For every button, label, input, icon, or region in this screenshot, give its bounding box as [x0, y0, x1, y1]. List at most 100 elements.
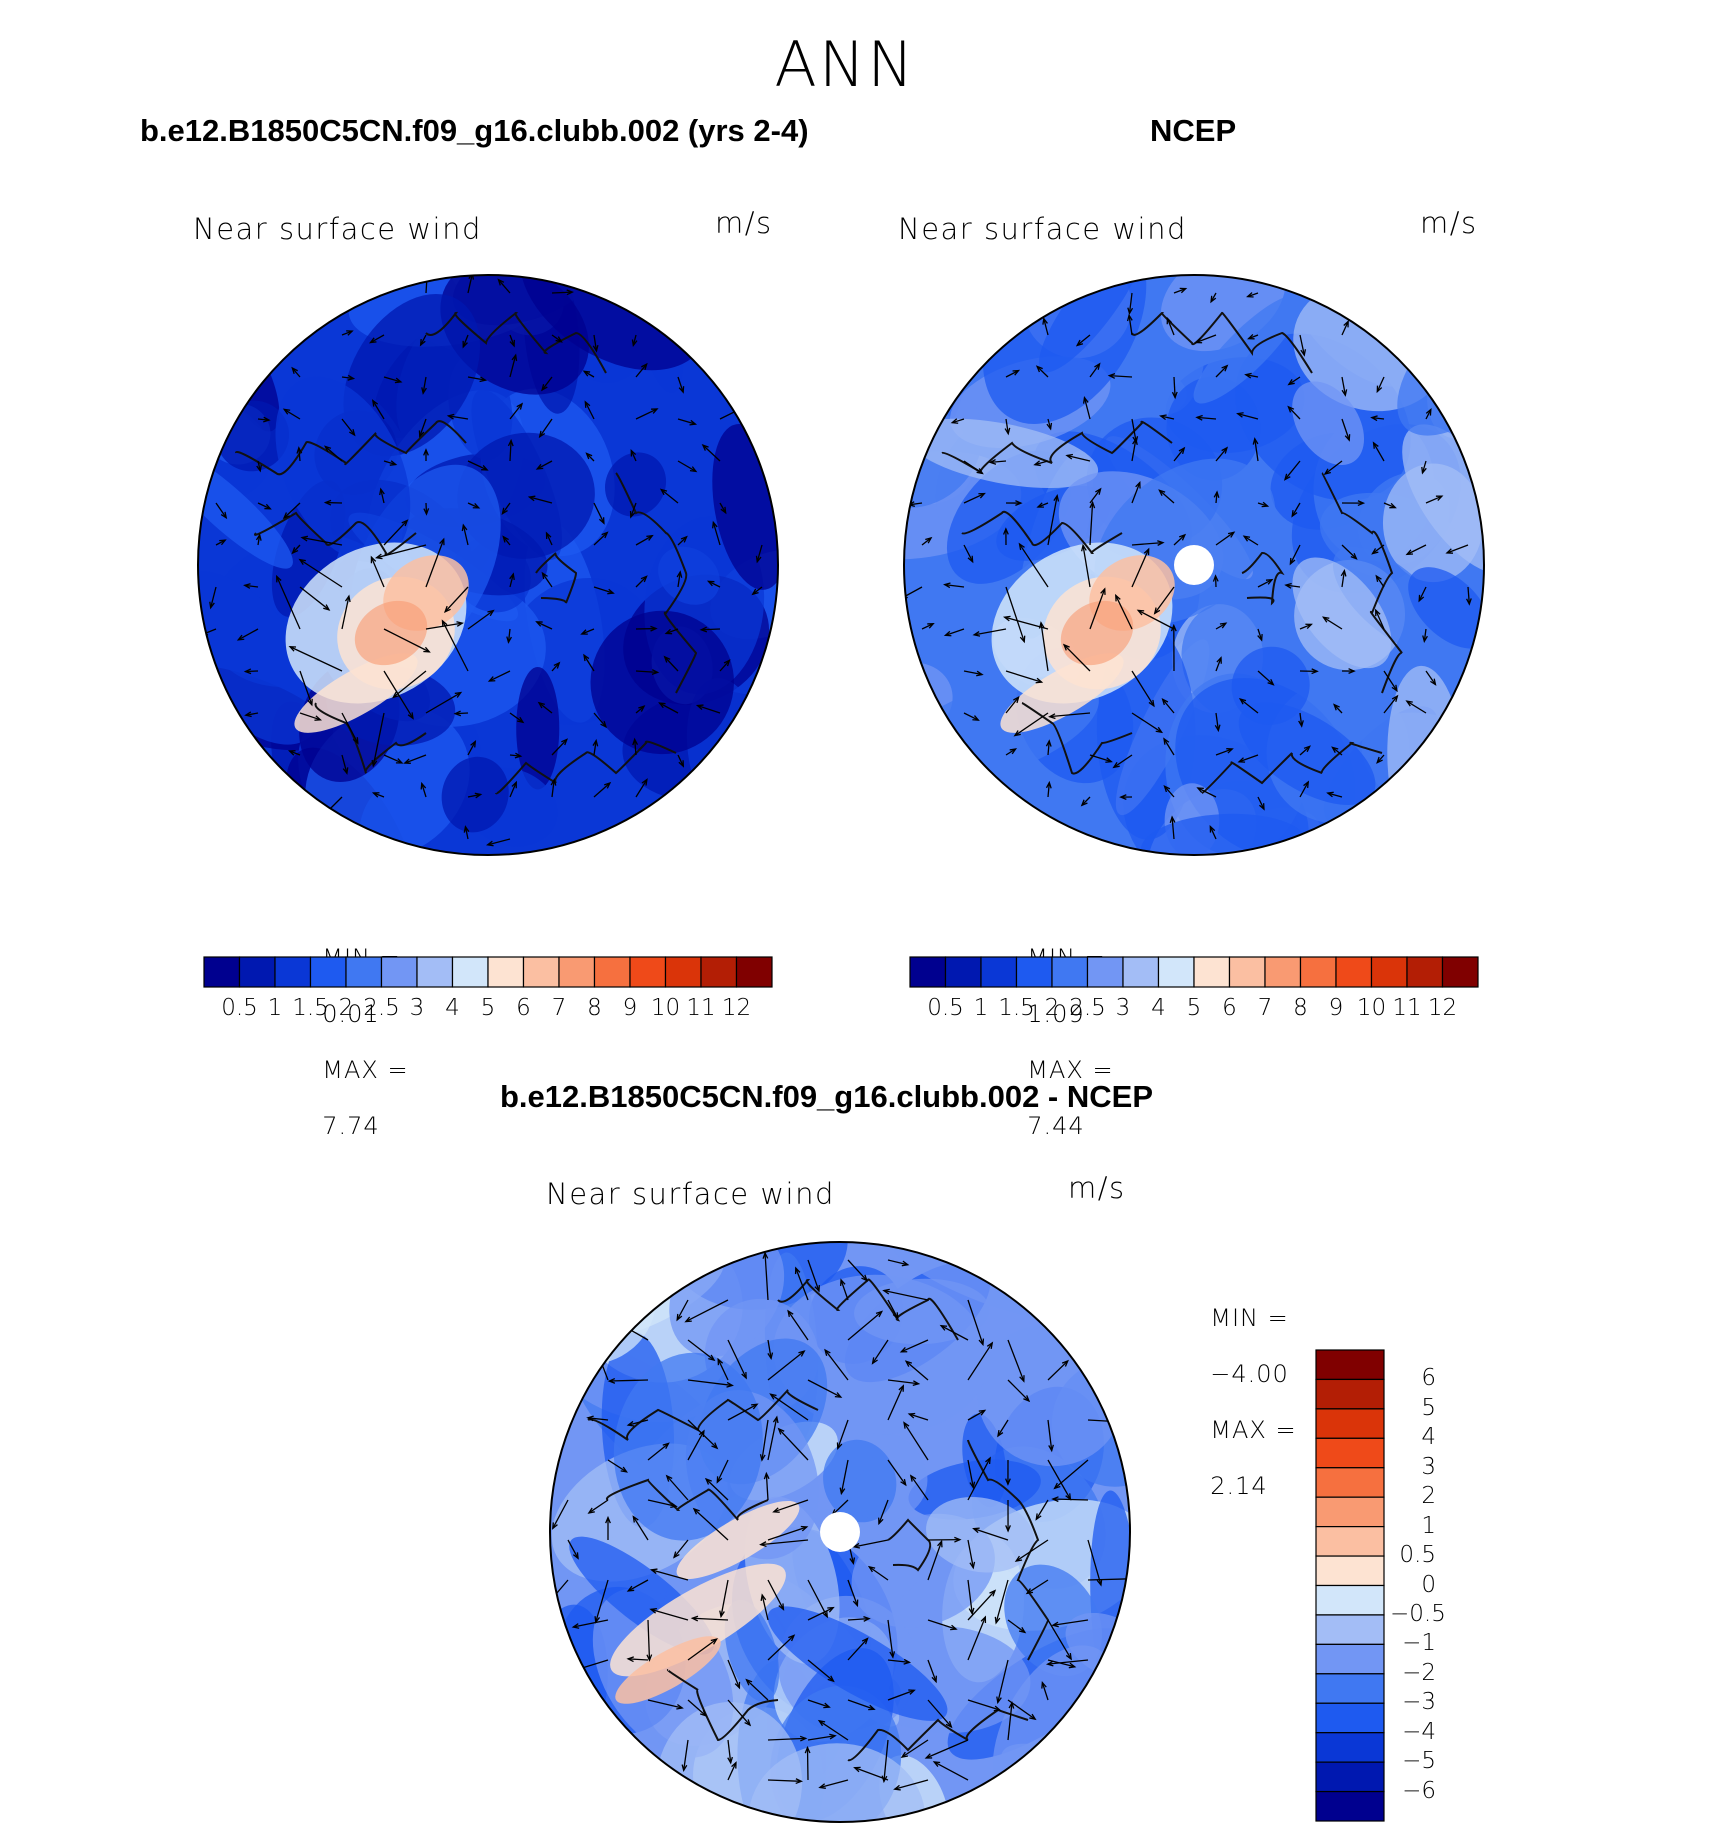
wind-vector-head	[978, 1338, 985, 1347]
wind-vector-head	[927, 622, 935, 629]
wind-vector	[1237, 412, 1259, 420]
wind-vector	[509, 754, 521, 757]
wind-vector	[301, 536, 343, 546]
wind-vector	[647, 1699, 683, 1709]
wind-vector-head	[939, 1324, 948, 1331]
wind-vector-head	[1025, 1588, 1034, 1595]
wind-vector	[687, 1379, 733, 1387]
wind-vector-head	[943, 582, 951, 589]
wind-vector	[764, 1252, 769, 1301]
wind-vector-head	[650, 625, 658, 632]
wind-vector	[299, 586, 330, 611]
wind-vector	[1018, 543, 1049, 588]
wind-vector-head	[446, 413, 455, 420]
wind-vector-head	[978, 492, 986, 499]
wind-vector	[404, 754, 427, 764]
wind-vector-head	[592, 344, 599, 353]
wind-vector	[1284, 460, 1301, 480]
wind-vector	[1066, 454, 1091, 462]
wind-vector-head	[1126, 313, 1133, 322]
wind-vector-head	[314, 715, 323, 721]
wind-vector-head	[1136, 609, 1145, 616]
colorbar-swatch	[416, 956, 454, 988]
wind-vector-head	[418, 430, 425, 439]
wind-vector-head	[755, 555, 762, 564]
wind-vector-head	[1119, 1418, 1128, 1425]
wind-vector	[1341, 418, 1350, 441]
wind-vector-head	[497, 278, 505, 286]
wind-vector	[967, 1457, 991, 1501]
wind-vector-head	[868, 1704, 876, 1711]
wind-vector-head	[629, 510, 636, 519]
wind-vector-head	[924, 1753, 933, 1759]
wind-vector-head	[462, 340, 468, 349]
wind-vector-head	[264, 503, 272, 510]
wind-vector-head	[1143, 547, 1150, 556]
wind-vector-head	[626, 1656, 634, 1663]
wind-vector-head	[209, 601, 215, 610]
contour-region	[926, 1497, 1035, 1573]
wind-vector-head	[900, 1478, 907, 1487]
wind-vector	[1005, 369, 1019, 378]
wind-vector-head	[1033, 460, 1041, 467]
wind-vector-head	[731, 1761, 737, 1769]
wind-vector	[341, 596, 350, 630]
wind-vector	[756, 544, 763, 562]
wind-vector	[635, 363, 648, 378]
colorbar-swatch	[700, 956, 738, 988]
wind-vector	[837, 1419, 849, 1449]
wind-vector	[586, 452, 595, 462]
wind-vector	[887, 1299, 899, 1319]
wind-vector-head	[1303, 745, 1311, 753]
wind-vector	[245, 670, 259, 673]
wind-vector-head	[514, 752, 523, 759]
wind-vector-head	[925, 536, 933, 544]
wind-vector-head	[423, 275, 430, 280]
wind-vector-head	[1465, 598, 1472, 606]
wind-vector-head	[741, 1371, 747, 1380]
colorbar-swatch	[1122, 956, 1160, 988]
wind-vector-head	[945, 1721, 953, 1729]
panel-2-title: NCEP	[1150, 113, 1237, 148]
wind-vector-head	[834, 1392, 843, 1398]
wind-vector-head	[701, 443, 709, 451]
panel-2-max-value: 7.44	[1027, 1112, 1085, 1140]
wind-vector-head	[461, 523, 468, 532]
wind-vector	[497, 279, 511, 294]
wind-vector	[509, 782, 517, 798]
wind-vector-head	[1163, 784, 1171, 793]
wind-vector-head	[698, 1429, 705, 1438]
wind-vector	[635, 779, 648, 798]
colorbar-tick-label: 8	[587, 995, 602, 1021]
wind-vector	[1004, 616, 1049, 630]
wind-vector	[847, 1311, 883, 1341]
high-wind-core	[1060, 600, 1134, 666]
wind-vector-head	[535, 621, 543, 627]
contour-region	[854, 1278, 990, 1345]
wind-vector	[467, 502, 480, 509]
wind-vector-head	[1170, 623, 1177, 632]
wind-vector	[1196, 416, 1217, 420]
wind-vector	[609, 1379, 649, 1382]
wind-vector-head	[421, 387, 427, 395]
wind-vector	[1113, 754, 1133, 768]
wind-vector	[509, 403, 523, 420]
wind-vector-head	[1107, 373, 1116, 379]
wind-vector	[370, 556, 385, 588]
wind-vector-head	[463, 825, 470, 833]
wind-vector	[341, 712, 359, 744]
wind-vector-head	[777, 1427, 785, 1435]
wind-vector	[509, 440, 512, 462]
wind-vector	[1162, 698, 1175, 714]
high-wind-region	[676, 1500, 800, 1580]
wind-vector-head	[1002, 615, 1011, 622]
wind-vector	[448, 415, 469, 420]
wind-vector-head	[1391, 684, 1398, 693]
wind-vector-head	[706, 580, 715, 587]
coastline	[605, 1478, 769, 1521]
wind-vector-head	[861, 1274, 869, 1282]
colorbar-swatch	[1315, 1761, 1385, 1793]
wind-vector-head	[751, 1403, 759, 1410]
wind-vector-head	[407, 712, 414, 720]
map-outline	[549, 1241, 1131, 1823]
